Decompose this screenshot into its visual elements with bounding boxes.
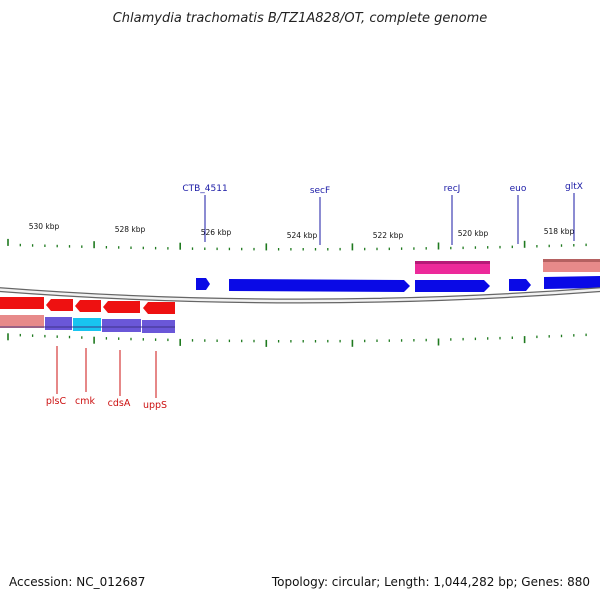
inner-feature-track xyxy=(0,315,175,333)
feature-salmon-inner xyxy=(0,315,44,328)
kbp-scale-labels: 530 kbp 528 kbp 526 kbp 524 kbp 522 kbp … xyxy=(29,222,575,240)
gene-label-gltx: gltX xyxy=(565,182,583,192)
feature-pink-recj xyxy=(415,261,490,274)
feature-salmon-gltx-edge xyxy=(543,259,600,262)
reverse-strand-cds-track xyxy=(0,297,175,314)
genome-summary-text: Topology: circular; Length: 1,044,282 bp… xyxy=(271,575,590,589)
feature-purple-plsc xyxy=(45,317,72,330)
cds-arrow-gltx xyxy=(544,276,600,289)
feature-purple-upps xyxy=(142,320,175,333)
kbp-label-520: 520 kbp xyxy=(458,229,489,238)
bottom-gene-labels: plsC cmk cdsA uppS xyxy=(46,346,167,411)
cds-arrow-ctb4511 xyxy=(196,278,210,290)
genome-backbone xyxy=(0,287,600,304)
kbp-label-526: 526 kbp xyxy=(201,228,232,237)
cds-arrow-reverse-1 xyxy=(0,297,44,309)
backbone-inner xyxy=(0,288,600,303)
feature-purple-cdsa xyxy=(102,319,141,332)
gene-label-ctb4511: CTB_4511 xyxy=(182,184,227,194)
kbp-label-522: 522 kbp xyxy=(373,231,404,240)
gene-label-upps: uppS xyxy=(143,400,167,411)
gene-label-euo: euo xyxy=(510,184,527,194)
cds-arrow-cmk xyxy=(75,300,101,312)
kbp-label-528: 528 kbp xyxy=(115,225,146,234)
gene-label-recj: recJ xyxy=(444,184,461,194)
gene-label-cmk: cmk xyxy=(75,396,95,407)
feature-pink-recj-edge xyxy=(415,261,490,264)
cds-arrow-recj xyxy=(415,280,490,292)
lower-tick-ring xyxy=(7,333,587,347)
accession-text: Accession: NC_012687 xyxy=(9,575,145,589)
inner-feature-track-edge xyxy=(0,326,175,328)
gene-label-secf: secF xyxy=(310,186,330,196)
cds-arrow-plsc xyxy=(46,299,73,311)
upper-tick-ring xyxy=(7,238,587,251)
kbp-label-530: 530 kbp xyxy=(29,222,60,231)
gene-label-plsc: plsC xyxy=(46,396,67,407)
cds-arrow-upps xyxy=(143,302,175,314)
gene-label-cdsa: cdsA xyxy=(108,398,131,409)
feature-cyan-cmk xyxy=(73,318,101,331)
outer-feature-track xyxy=(415,259,600,274)
cds-arrow-cdsa xyxy=(103,301,140,313)
cds-arrow-secf xyxy=(229,279,410,292)
cds-arrow-euo xyxy=(509,279,531,291)
genome-title: Chlamydia trachomatis B/TZ1A828/OT, comp… xyxy=(113,11,488,26)
feature-salmon-gltx xyxy=(543,259,600,272)
kbp-label-518: 518 kbp xyxy=(544,227,575,236)
top-gene-labels: CTB_4511 secF recJ euo gltX xyxy=(182,182,583,245)
forward-strand-cds-track xyxy=(196,276,600,292)
kbp-label-524: 524 kbp xyxy=(287,231,318,240)
